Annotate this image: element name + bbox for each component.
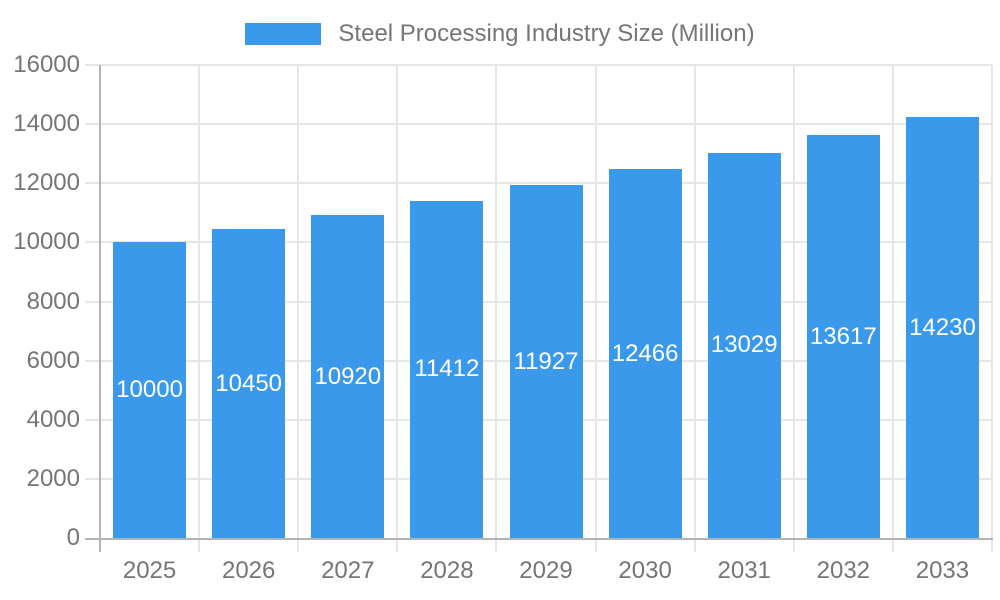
x-gridline [792,65,795,552]
x-gridline [495,65,498,552]
x-axis-tick-label: 2033 [915,557,970,584]
y-axis-tick-label: 12000 [13,169,80,197]
bar-value-label: 11412 [414,355,480,383]
bar-2026[interactable]: 10450 [212,229,286,538]
x-axis-tick-label: 2029 [519,557,573,584]
x-gridline [891,65,894,552]
bar-2027[interactable]: 10920 [311,215,385,538]
y-gridline [85,64,992,66]
x-gridline [297,65,300,552]
bar-value-label: 14230 [909,313,976,341]
bar-value-label: 12466 [611,339,679,367]
x-axis-tick-label: 2027 [321,557,375,584]
x-gridline [693,65,696,552]
y-axis-tick-label: 6000 [26,346,80,374]
x-axis-tick-label: 2028 [420,557,474,584]
x-gridline [594,65,597,552]
bar-2028[interactable]: 11412 [410,200,484,538]
bar-value-label: 10450 [215,369,283,397]
y-axis-tick-label: 16000 [13,51,80,78]
y-gridline [85,123,992,126]
bar-2025[interactable]: 10000 [113,242,187,538]
y-axis-tick-label: 2000 [26,464,80,492]
bar-value-label: 10920 [314,362,382,390]
y-axis-line [99,65,101,552]
x-axis-tick-label: 2026 [221,557,276,584]
x-axis-tick-label: 2031 [717,557,771,584]
plot-area: 10000 10450 10920 11412 11927 12466 13029 13617… [85,64,993,552]
bar-2030[interactable]: 12466 [608,169,682,538]
y-gridline [85,182,992,185]
bar-2031[interactable]: 13029 [707,152,781,538]
bar-value-label: 13029 [710,331,778,359]
bar-value-label: 13617 [809,322,877,350]
y-axis-tick-label: 0 [66,524,80,551]
bar-2029[interactable]: 11927 [509,185,583,538]
y-axis-tick-label: 8000 [26,287,80,315]
bar-value-label: 10000 [116,376,183,404]
x-gridline [396,65,399,552]
x-axis-tick-label: 2032 [816,557,871,584]
x-gridline [991,65,993,552]
x-axis-tick-label: 2030 [618,557,672,584]
legend-swatch [245,23,322,45]
y-axis-tick-label: 4000 [26,405,80,433]
x-axis-line [85,538,993,540]
legend[interactable]: Steel Processing Industry Size (Million) [0,20,1000,47]
legend-label: Steel Processing Industry Size (Million) [338,20,755,47]
bar-2033[interactable]: 14230 [905,117,979,538]
bar-value-label: 11927 [513,347,579,375]
bar-2032[interactable]: 13617 [806,135,880,538]
x-axis-tick-label: 2025 [122,557,177,584]
y-axis-tick-label: 14000 [13,110,80,138]
x-gridline [198,65,201,552]
y-axis-tick-label: 10000 [13,228,80,256]
